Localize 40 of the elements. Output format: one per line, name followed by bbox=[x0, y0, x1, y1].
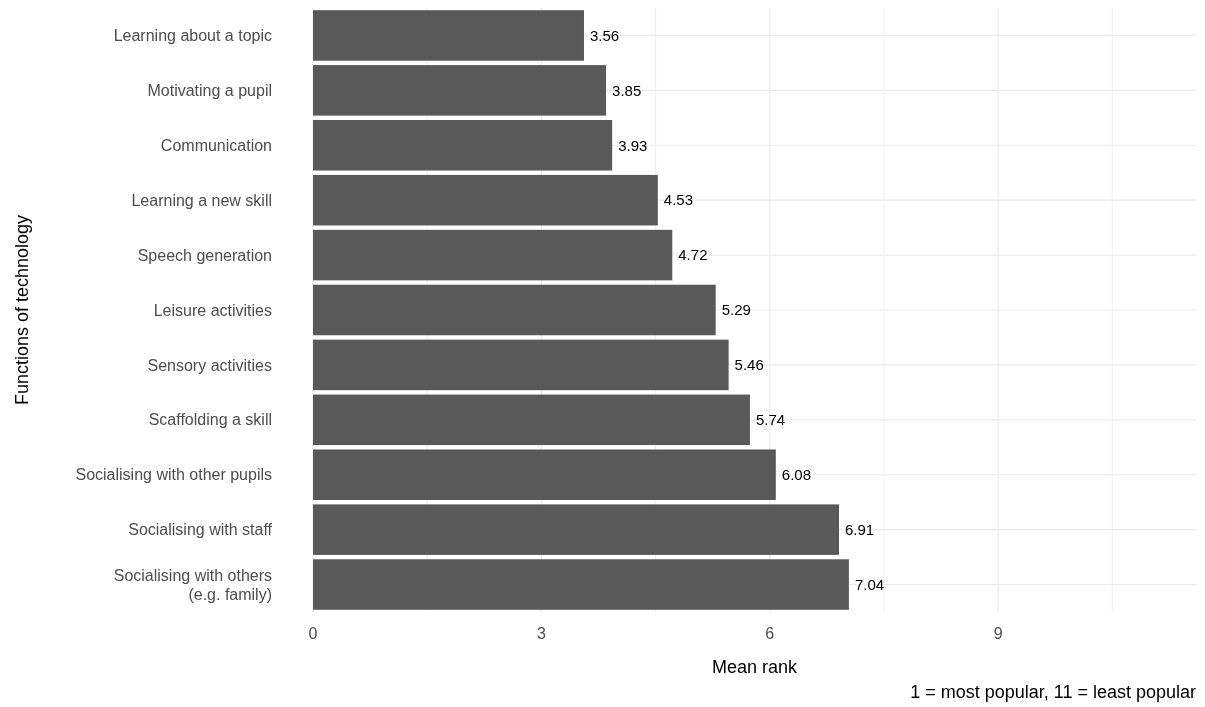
x-tick-label: 3 bbox=[536, 625, 546, 642]
y-tick-label: Learning about a topic bbox=[113, 27, 272, 45]
x-axis-title: Mean rank bbox=[711, 657, 799, 677]
y-tick-label: Socialising with staff bbox=[128, 521, 273, 539]
y-axis-title: Functions of technology bbox=[12, 214, 32, 406]
bar bbox=[313, 559, 849, 610]
y-tick-label: Motivating a pupil bbox=[147, 81, 272, 99]
text: 1 = most popular, 11 = least popular bbox=[910, 682, 1196, 702]
data-label: 3.56 bbox=[589, 26, 620, 44]
bar bbox=[313, 65, 607, 116]
data-label: 3.93 bbox=[618, 136, 648, 154]
y-tick-label: Leisure activities bbox=[153, 301, 272, 319]
bar bbox=[313, 284, 716, 336]
data-label: 5.74 bbox=[755, 411, 786, 429]
data-label: 4.53 bbox=[663, 191, 694, 209]
y-tick-label: Learning a new skill bbox=[131, 191, 272, 209]
bar bbox=[313, 174, 658, 226]
data-label: 6.91 bbox=[844, 520, 875, 538]
y-tick-label: Socialising with other pupils bbox=[75, 466, 272, 484]
data-label: 7.04 bbox=[854, 575, 885, 593]
data-label: 3.85 bbox=[612, 81, 642, 99]
data-label: 6.08 bbox=[781, 465, 812, 483]
data-label: 5.29 bbox=[721, 301, 751, 319]
data-label: 5.46 bbox=[734, 356, 764, 374]
bar bbox=[313, 449, 776, 500]
y-tick-label: Sensory activities bbox=[147, 356, 272, 374]
bar bbox=[313, 339, 729, 391]
bar bbox=[313, 394, 750, 446]
x-tick-label: 0 bbox=[308, 625, 318, 642]
bar bbox=[313, 229, 673, 281]
y-tick-label: Speech generation bbox=[137, 246, 272, 264]
y-tick-label: Communication bbox=[160, 136, 272, 154]
data-label: 4.72 bbox=[678, 246, 708, 264]
bar bbox=[313, 504, 839, 555]
y-tick-label: Scaffolding a skill bbox=[148, 411, 272, 429]
y-tick-label: Socialising with others (e.g. family) bbox=[113, 566, 272, 603]
bar bbox=[313, 120, 613, 171]
x-tick-label: 9 bbox=[993, 625, 1003, 642]
x-tick-label: 6 bbox=[765, 625, 775, 642]
bar bbox=[313, 10, 584, 61]
